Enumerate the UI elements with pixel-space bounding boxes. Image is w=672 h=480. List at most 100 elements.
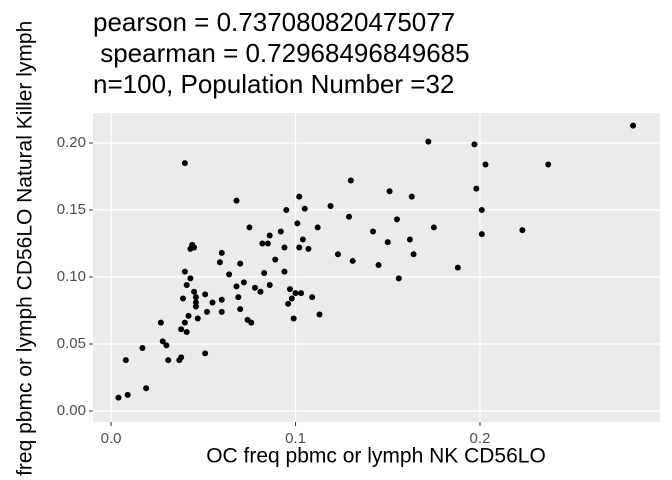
point xyxy=(240,279,247,286)
point xyxy=(246,224,253,231)
point xyxy=(473,185,480,192)
point xyxy=(386,188,393,195)
point xyxy=(218,308,225,315)
point xyxy=(191,244,198,251)
point xyxy=(226,271,233,278)
point xyxy=(163,342,170,349)
point xyxy=(334,251,341,258)
point xyxy=(257,288,264,295)
point xyxy=(192,299,199,306)
y-axis-title: OC freq pbmc or lymph CD56LO Natural Kil… xyxy=(14,21,37,480)
point xyxy=(233,283,240,290)
point xyxy=(115,394,122,401)
title-line: n=100, Population Number =32 xyxy=(93,69,454,99)
point xyxy=(519,227,526,234)
point xyxy=(185,312,192,319)
x-tick-label: 0.0 xyxy=(101,430,122,447)
point xyxy=(369,228,376,235)
x-tick-label: 0.1 xyxy=(285,430,306,447)
point xyxy=(181,268,188,275)
point xyxy=(237,260,244,267)
title-line: spearman = 0.72968496849685 xyxy=(93,38,470,68)
point xyxy=(281,244,288,251)
point xyxy=(430,224,437,231)
point xyxy=(264,240,271,247)
point xyxy=(346,213,353,220)
point xyxy=(410,251,417,258)
point xyxy=(251,284,258,291)
point xyxy=(209,299,216,306)
point xyxy=(478,207,485,214)
point xyxy=(288,295,295,302)
y-tick-label: 0.20 xyxy=(57,134,86,151)
point xyxy=(406,236,413,243)
y-tick-label: 0.05 xyxy=(57,335,86,352)
point xyxy=(277,228,284,235)
point xyxy=(286,286,293,293)
point xyxy=(347,177,354,184)
point xyxy=(266,232,273,239)
y-tick-label: 0.10 xyxy=(57,268,86,285)
point xyxy=(233,197,240,204)
point xyxy=(187,275,194,282)
point xyxy=(281,268,288,275)
point xyxy=(294,220,301,227)
point xyxy=(296,244,303,251)
point xyxy=(290,315,297,322)
point xyxy=(261,269,268,276)
point xyxy=(384,239,391,246)
point xyxy=(192,294,199,301)
point xyxy=(292,290,299,297)
point xyxy=(181,160,188,167)
point xyxy=(482,161,489,168)
point xyxy=(178,354,185,361)
point xyxy=(248,319,255,326)
point xyxy=(216,259,223,266)
point xyxy=(165,357,172,364)
point xyxy=(316,311,323,318)
point xyxy=(139,345,146,352)
point xyxy=(183,328,190,335)
point xyxy=(471,141,478,148)
point xyxy=(183,282,190,289)
point xyxy=(375,261,382,268)
point xyxy=(266,282,273,289)
y-tick-label: 0.15 xyxy=(57,201,86,218)
point xyxy=(124,391,131,398)
point xyxy=(425,138,432,145)
point xyxy=(203,308,210,315)
point xyxy=(259,240,266,247)
point xyxy=(202,291,209,298)
point xyxy=(314,224,321,231)
title: pearson = 0.737080820475077 spearman = 0… xyxy=(93,7,470,99)
point xyxy=(309,294,316,301)
point xyxy=(301,205,308,212)
point xyxy=(408,193,415,200)
point xyxy=(157,319,164,326)
point xyxy=(327,202,334,209)
point xyxy=(296,193,303,200)
point xyxy=(178,326,185,333)
panel xyxy=(93,113,660,422)
point xyxy=(218,296,225,303)
point xyxy=(218,249,225,256)
title-line: pearson = 0.737080820475077 xyxy=(93,7,455,37)
point xyxy=(298,290,305,297)
point xyxy=(237,306,244,313)
point xyxy=(630,122,637,129)
point xyxy=(159,338,166,345)
point xyxy=(180,295,187,302)
point xyxy=(194,315,201,322)
point xyxy=(191,288,198,295)
point xyxy=(299,236,306,243)
point xyxy=(272,256,279,263)
point xyxy=(478,231,485,238)
x-axis-title: OC freq pbmc or lymph NK CD56LO xyxy=(206,445,546,468)
point xyxy=(305,245,312,252)
point xyxy=(181,319,188,326)
y-tick-label: 0.00 xyxy=(57,402,86,419)
point xyxy=(395,275,402,282)
point xyxy=(454,264,461,271)
point xyxy=(283,207,290,214)
